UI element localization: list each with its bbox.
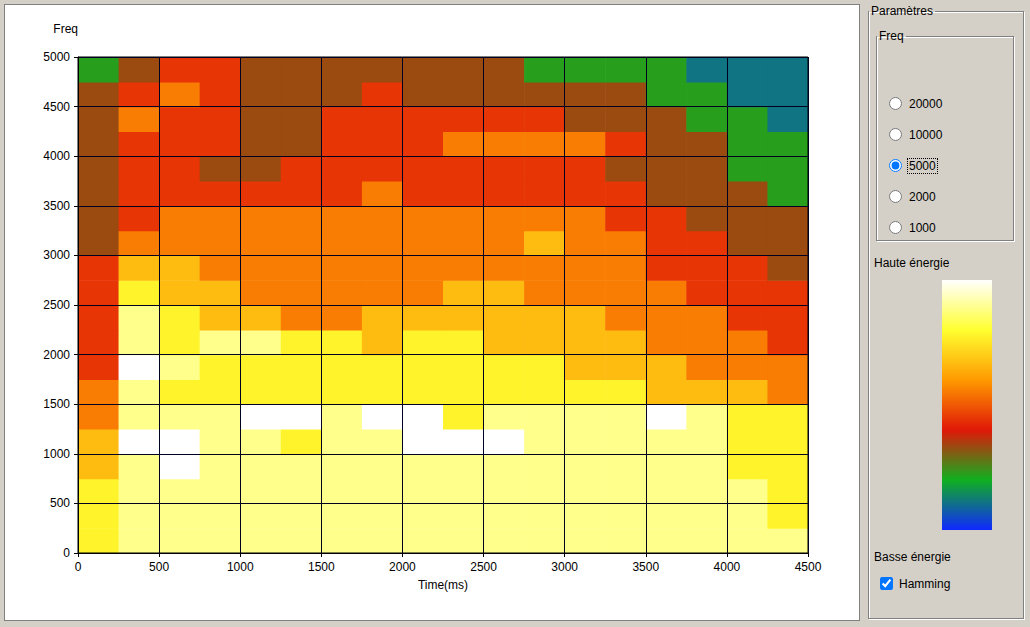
html-text:1000: 1000: [909, 220, 936, 235]
html-text:5000: 5000: [909, 158, 936, 173]
svg-text:1000: 1000: [43, 447, 70, 461]
html-text:Basse énergie: Basse énergie: [874, 550, 951, 564]
html-text:2000: 2000: [909, 189, 936, 204]
html-text:10000: 10000: [909, 127, 943, 142]
html-text:20000: 20000: [909, 96, 943, 111]
svg-text:3000: 3000: [551, 560, 578, 574]
svg-text:2500: 2500: [470, 560, 497, 574]
svg-text:4000: 4000: [714, 560, 741, 574]
svg-text:3500: 3500: [43, 199, 70, 213]
svg-text:1500: 1500: [43, 397, 70, 411]
svg-text:3500: 3500: [632, 560, 659, 574]
svg-text:4500: 4500: [43, 100, 70, 114]
html-text:Haute énergie: Haute énergie: [874, 256, 950, 270]
svg-text:Freq: Freq: [53, 22, 78, 36]
svg-text:5000: 5000: [43, 50, 70, 64]
html-text:Hamming: Hamming: [899, 576, 951, 591]
svg-text:0: 0: [75, 560, 82, 574]
svg-text:4000: 4000: [43, 149, 70, 163]
svg-text:500: 500: [149, 560, 169, 574]
svg-text:4500: 4500: [795, 560, 822, 574]
svg-text:Time(ms): Time(ms): [418, 578, 468, 592]
svg-text:2000: 2000: [43, 348, 70, 362]
svg-text:3000: 3000: [43, 248, 70, 262]
svg-text:2000: 2000: [389, 560, 416, 574]
svg-text:1500: 1500: [308, 560, 335, 574]
svg-text:2500: 2500: [43, 298, 70, 312]
html-text:Freq: Freq: [879, 29, 904, 43]
html-text:Paramètres: Paramètres: [871, 4, 933, 18]
svg-text:0: 0: [63, 546, 70, 560]
svg-text:500: 500: [50, 496, 70, 510]
svg-text:1000: 1000: [227, 560, 254, 574]
